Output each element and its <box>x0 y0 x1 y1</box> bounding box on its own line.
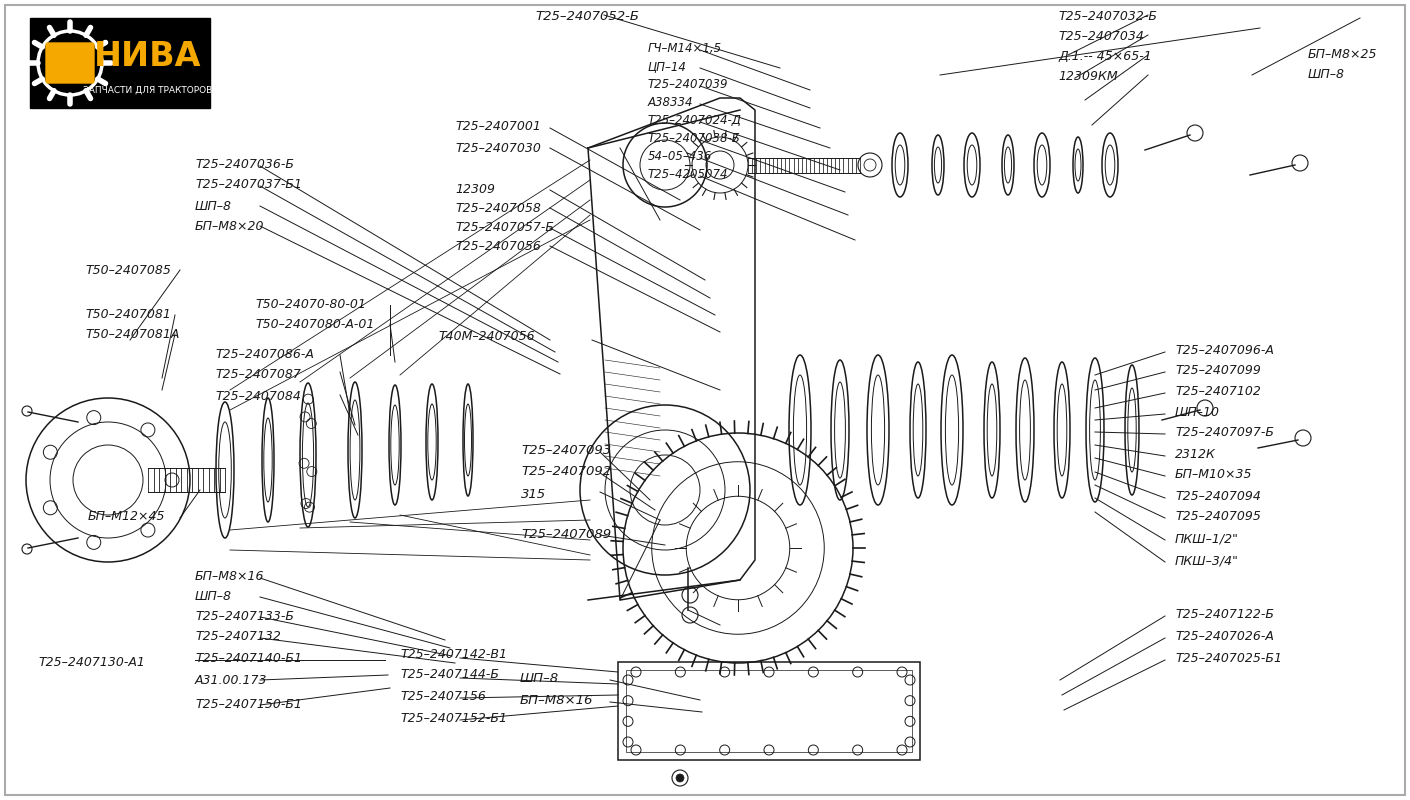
Text: ЗАПЧАСТИ ДЛЯ ТРАКТОРОВ: ЗАПЧАСТИ ДЛЯ ТРАКТОРОВ <box>83 86 213 94</box>
Text: БП–М8×16: БП–М8×16 <box>520 694 594 707</box>
Text: БП–М10×35: БП–М10×35 <box>1175 468 1252 481</box>
Text: ПКШ–3/4": ПКШ–3/4" <box>1175 554 1239 567</box>
Text: Т25–2407030: Т25–2407030 <box>455 142 541 155</box>
Text: Т25–2407122-Б: Т25–2407122-Б <box>1175 608 1275 621</box>
Text: Т25–2407150-Б1: Т25–2407150-Б1 <box>195 698 302 711</box>
Text: Т25–2407097-Б: Т25–2407097-Б <box>1175 426 1275 439</box>
Text: Т25–2407095: Т25–2407095 <box>1175 510 1261 523</box>
Text: 12309: 12309 <box>455 183 495 196</box>
Text: Т50–2407081: Т50–2407081 <box>85 308 171 321</box>
Text: Т25–2407094: Т25–2407094 <box>1175 490 1261 503</box>
Text: Т25–2407024-Д: Т25–2407024-Д <box>649 114 742 127</box>
Text: 2312К: 2312К <box>1175 448 1215 461</box>
Text: Т25–2407032-Б: Т25–2407032-Б <box>1058 10 1158 23</box>
Text: Т25–2407056: Т25–2407056 <box>455 240 541 253</box>
Text: Т25–2407140-Б1: Т25–2407140-Б1 <box>195 652 302 665</box>
Text: А31.00.173: А31.00.173 <box>195 674 268 687</box>
Text: ШП–8: ШП–8 <box>195 200 233 213</box>
Text: Т25–2407142-В1: Т25–2407142-В1 <box>400 648 508 661</box>
Text: Т25–2407026-А: Т25–2407026-А <box>1175 630 1273 643</box>
Text: Т25–2407058: Т25–2407058 <box>455 202 541 215</box>
Text: Т25–2407093: Т25–2407093 <box>522 444 611 457</box>
Text: 12309КМ: 12309КМ <box>1058 70 1118 83</box>
Text: Т50–2407085: Т50–2407085 <box>85 264 171 277</box>
Text: Т25–4205074: Т25–4205074 <box>649 168 729 181</box>
Text: Т25–2407089: Т25–2407089 <box>522 528 611 541</box>
Circle shape <box>675 774 684 782</box>
Text: ШП–8: ШП–8 <box>195 590 233 603</box>
Text: НИВА: НИВА <box>94 39 202 73</box>
Text: Т25–2407102: Т25–2407102 <box>1175 385 1261 398</box>
Text: БП–М8×25: БП–М8×25 <box>1308 48 1378 61</box>
Text: Т25–2407086-А: Т25–2407086-А <box>214 348 314 361</box>
Bar <box>618 662 919 760</box>
Text: Т25–2407099: Т25–2407099 <box>1175 364 1261 377</box>
Text: Т25–2407130-А1: Т25–2407130-А1 <box>38 656 145 669</box>
Text: Т25–2407052-Б: Т25–2407052-Б <box>534 10 639 23</box>
Text: БП–М8×16: БП–М8×16 <box>195 570 265 583</box>
Text: Т25–2407039: Т25–2407039 <box>649 78 729 91</box>
Text: ШП–8: ШП–8 <box>520 672 560 685</box>
Text: Т25–2407132: Т25–2407132 <box>195 630 281 643</box>
Text: Т25–2407156: Т25–2407156 <box>400 690 486 703</box>
Text: ШП–10: ШП–10 <box>1175 406 1220 419</box>
Text: 315: 315 <box>522 488 546 501</box>
Text: Т25–2407057-Б: Т25–2407057-Б <box>455 221 554 234</box>
Text: Т25–2407096-А: Т25–2407096-А <box>1175 344 1273 357</box>
Text: Т25–2407152-Б1: Т25–2407152-Б1 <box>400 712 508 725</box>
Text: ПКШ–1/2": ПКШ–1/2" <box>1175 532 1239 545</box>
Text: Т50–2407081А: Т50–2407081А <box>85 328 179 341</box>
Text: Т25–2407034: Т25–2407034 <box>1058 30 1144 43</box>
Text: Т25–2407025-Б1: Т25–2407025-Б1 <box>1175 652 1282 665</box>
Text: Т25–2407001: Т25–2407001 <box>455 120 541 133</box>
Bar <box>626 670 912 752</box>
Text: Т25–2407087: Т25–2407087 <box>214 368 300 381</box>
Text: Д.1.-- 45×65-1: Д.1.-- 45×65-1 <box>1058 50 1152 63</box>
Text: ГЧ–М14×1,5: ГЧ–М14×1,5 <box>649 42 722 55</box>
Text: Т40М–2407056: Т40М–2407056 <box>439 330 534 343</box>
Text: Т25–2407036-Б: Т25–2407036-Б <box>195 158 295 171</box>
FancyBboxPatch shape <box>47 43 94 83</box>
Text: Т25–2407092: Т25–2407092 <box>522 465 611 478</box>
Text: ШП–8: ШП–8 <box>1308 68 1345 81</box>
Text: ЦП–14: ЦП–14 <box>649 60 687 73</box>
Text: 54–05–436: 54–05–436 <box>649 150 712 163</box>
Text: Т50–2407080-А-01: Т50–2407080-А-01 <box>255 318 375 331</box>
Text: БП–М8×20: БП–М8×20 <box>195 220 265 233</box>
Text: БП–М12×45: БП–М12×45 <box>87 510 165 523</box>
Text: Т50–24070-80-01: Т50–24070-80-01 <box>255 298 365 311</box>
Text: Т25–2407037-Б1: Т25–2407037-Б1 <box>195 178 302 191</box>
Bar <box>30 18 210 108</box>
Text: А38334: А38334 <box>649 96 694 109</box>
Text: Т25–2407038-Б: Т25–2407038-Б <box>649 132 740 145</box>
Text: Т25–2407144-Б: Т25–2407144-Б <box>400 668 499 681</box>
Text: Т25–2407133-Б: Т25–2407133-Б <box>195 610 295 623</box>
Text: Т25–2407084: Т25–2407084 <box>214 390 300 403</box>
